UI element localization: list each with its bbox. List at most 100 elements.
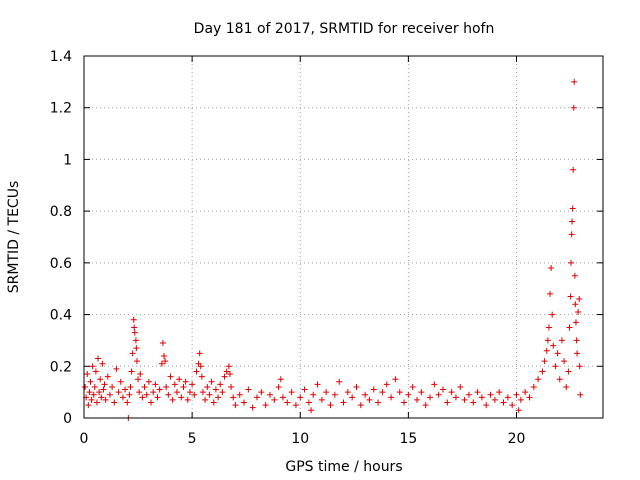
- data-point: [474, 389, 481, 396]
- data-point: [206, 391, 213, 398]
- x-tick-label: 20: [508, 431, 526, 447]
- data-point: [158, 360, 165, 367]
- data-point: [569, 205, 576, 212]
- data-point: [109, 383, 116, 390]
- data-point: [132, 337, 139, 344]
- data-point: [93, 399, 100, 406]
- data-point: [245, 386, 252, 393]
- data-point: [401, 399, 408, 406]
- data-point: [199, 389, 206, 396]
- data-point: [226, 371, 233, 378]
- data-point: [204, 383, 211, 390]
- data-point: [117, 378, 124, 385]
- data-point: [266, 391, 273, 398]
- data-point: [186, 389, 193, 396]
- data-point: [353, 383, 360, 390]
- data-point: [362, 391, 369, 398]
- data-point: [452, 394, 459, 401]
- data-point: [379, 389, 386, 396]
- data-point: [572, 301, 579, 308]
- data-point: [258, 389, 265, 396]
- data-point: [561, 358, 568, 365]
- data-point: [241, 399, 248, 406]
- data-point: [141, 383, 148, 390]
- data-point: [223, 368, 230, 375]
- data-point: [115, 389, 122, 396]
- data-point: [169, 396, 176, 403]
- data-point: [126, 391, 133, 398]
- data-point: [336, 378, 343, 385]
- data-point: [91, 383, 98, 390]
- data-point: [567, 293, 574, 300]
- data-point: [171, 381, 178, 388]
- data-point: [236, 391, 243, 398]
- data-point: [113, 365, 120, 372]
- data-point: [95, 355, 102, 362]
- data-point: [84, 371, 91, 378]
- data-point: [297, 394, 304, 401]
- data-point: [99, 360, 106, 367]
- data-point: [202, 396, 209, 403]
- data-point: [550, 342, 557, 349]
- data-point: [539, 368, 546, 375]
- data-point: [349, 394, 356, 401]
- data-point: [548, 265, 555, 272]
- y-tick-label: 0.8: [50, 204, 72, 220]
- data-point: [305, 399, 312, 406]
- data-point: [554, 350, 561, 357]
- data-point: [575, 308, 582, 315]
- data-point: [150, 389, 157, 396]
- data-point: [104, 373, 111, 380]
- data-point: [504, 394, 511, 401]
- data-point: [148, 399, 155, 406]
- data-point: [552, 363, 559, 370]
- data-point: [85, 402, 92, 409]
- data-point: [198, 373, 205, 380]
- data-point: [173, 389, 180, 396]
- data-point: [357, 402, 364, 409]
- data-point: [549, 311, 556, 318]
- data-point: [196, 350, 203, 357]
- data-point: [176, 376, 183, 383]
- data-point: [301, 386, 308, 393]
- data-point: [97, 376, 104, 383]
- data-point: [102, 396, 109, 403]
- data-point: [98, 394, 105, 401]
- data-point: [576, 296, 583, 303]
- data-point: [409, 383, 416, 390]
- data-point: [133, 358, 140, 365]
- data-point: [526, 394, 533, 401]
- data-point: [522, 389, 529, 396]
- data-point: [119, 394, 126, 401]
- data-point: [130, 316, 137, 323]
- data-point: [184, 396, 191, 403]
- data-point: [574, 350, 581, 357]
- data-point: [435, 391, 442, 398]
- data-point: [439, 386, 446, 393]
- data-point: [212, 386, 219, 393]
- data-point: [576, 363, 583, 370]
- data-point: [162, 358, 169, 365]
- chart-title: Day 181 of 2017, SRMTID for receiver hof…: [194, 21, 495, 37]
- data-point: [448, 389, 455, 396]
- data-point: [556, 376, 563, 383]
- data-point: [219, 389, 226, 396]
- data-point: [163, 383, 170, 390]
- data-point: [383, 381, 390, 388]
- data-point: [308, 407, 315, 414]
- data-point: [178, 394, 185, 401]
- data-point: [491, 396, 498, 403]
- data-point: [340, 399, 347, 406]
- data-point: [262, 402, 269, 409]
- data-point: [124, 399, 131, 406]
- data-point: [249, 404, 256, 411]
- data-point: [344, 389, 351, 396]
- data-point: [509, 402, 516, 409]
- data-points: [82, 78, 584, 421]
- data-point: [292, 402, 299, 409]
- data-point: [573, 337, 580, 344]
- data-point: [288, 389, 295, 396]
- y-tick-label: 0.6: [50, 256, 72, 272]
- x-axis-label: GPS time / hours: [285, 459, 402, 475]
